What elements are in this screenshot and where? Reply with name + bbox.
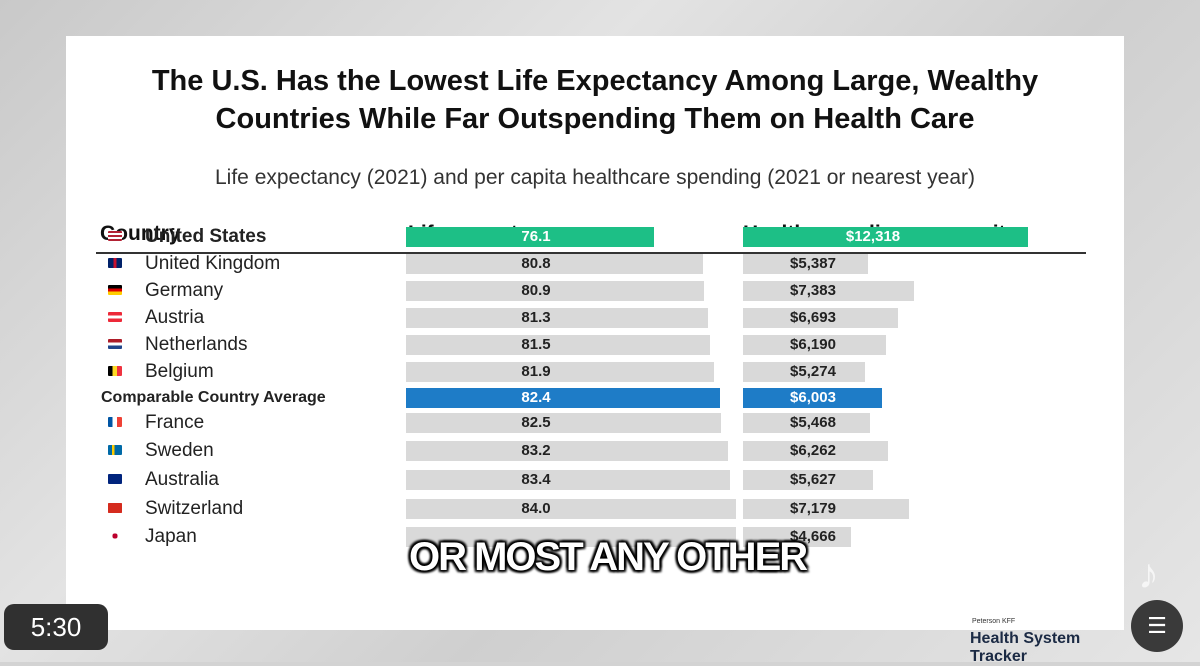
health-spending-label: $6,262 <box>790 442 836 459</box>
health-spending-label: $7,179 <box>790 500 836 517</box>
health-spending-label: $5,627 <box>790 471 836 488</box>
life-expectancy-label: 82.4 <box>521 389 551 406</box>
chart-row: Netherlands 81.5 $6,190 <box>66 333 1124 357</box>
health-spending-bar <box>743 499 910 519</box>
life-expectancy-label: 83.2 <box>521 442 551 459</box>
chart-row: France 82.5 $5,468 <box>66 411 1124 435</box>
country-label: Germany <box>145 280 224 301</box>
life-expectancy-label: 80.9 <box>521 282 551 299</box>
life-expectancy-bar <box>406 227 655 247</box>
life-expectancy-bar <box>406 362 715 382</box>
chart-row: Sweden 83.2 $6,262 <box>66 439 1124 463</box>
header-divider <box>96 252 1086 254</box>
health-spending-bar <box>743 441 888 461</box>
chart-row: Japan $4,666 <box>66 525 1124 549</box>
health-spending-bar <box>743 470 874 490</box>
life-expectancy-label: 80.8 <box>521 255 551 272</box>
flag-icon <box>108 417 122 427</box>
health-spending-label: $6,693 <box>790 309 836 326</box>
life-expectancy-label: 82.5 <box>521 414 551 431</box>
video-timestamp: 5:30 <box>4 604 108 650</box>
chart-title-line-2: Countries While Far Outspending Them on … <box>215 103 975 135</box>
chart-row: Austria 81.3 $6,693 <box>66 306 1124 330</box>
flag-icon <box>108 503 122 513</box>
country-label: Australia <box>145 469 219 490</box>
flag-icon <box>108 445 122 455</box>
chart-title-line-1: The U.S. Has the Lowest Life Expectancy … <box>151 65 1039 97</box>
source-brand: Health System Tracker <box>970 630 1081 665</box>
life-expectancy-bar <box>406 413 721 433</box>
chart-row: Australia 83.4 $5,627 <box>66 468 1124 492</box>
flag-icon <box>108 531 122 541</box>
health-spending-bar <box>743 527 851 547</box>
health-spending-label: $4,666 <box>790 528 836 545</box>
source-brand-small: Peterson KFF <box>972 618 1016 625</box>
flag-icon <box>108 285 122 295</box>
health-spending-bar <box>743 335 887 355</box>
health-spending-bar <box>743 362 866 382</box>
life-expectancy-label: 81.3 <box>521 309 551 326</box>
health-spending-label: $6,190 <box>790 336 836 353</box>
life-expectancy-bar <box>406 499 736 519</box>
life-expectancy-label: 83.4 <box>521 471 551 488</box>
country-label: Austria <box>145 307 205 328</box>
flag-icon <box>108 258 122 268</box>
health-spending-label: $5,274 <box>790 363 836 380</box>
country-label: Japan <box>145 526 197 547</box>
chart-row: Comparable Country Average 82.4 $6,003 <box>66 386 1124 410</box>
chart-row: Switzerland 84.0 $7,179 <box>66 497 1124 521</box>
health-spending-bar <box>743 254 868 274</box>
health-spending-bar <box>743 413 870 433</box>
life-expectancy-bar <box>406 308 709 328</box>
country-label: United Kingdom <box>145 253 281 274</box>
health-spending-label: $5,387 <box>790 255 836 272</box>
health-spending-bar <box>743 227 1028 247</box>
country-label: France <box>145 412 205 433</box>
life-expectancy-label: 76.1 <box>521 228 551 245</box>
country-label: Switzerland <box>145 498 244 519</box>
chart-row: United States 76.1 $12,318 <box>66 225 1124 249</box>
life-expectancy-label: 81.5 <box>521 336 551 353</box>
chart-row: Belgium 81.9 $5,274 <box>66 360 1124 384</box>
chart-title: The U.S. Has the Lowest Life Expectancy … <box>66 62 1124 138</box>
health-spending-bar <box>743 388 882 408</box>
country-label: Belgium <box>145 361 214 382</box>
chart-subtitle: Life expectancy (2021) and per capita he… <box>215 166 975 189</box>
life-expectancy-bar <box>406 470 730 490</box>
flag-icon <box>108 312 122 322</box>
chart-row: United Kingdom 80.8 $5,387 <box>66 252 1124 276</box>
life-expectancy-bar <box>406 335 711 355</box>
flag-icon <box>108 366 122 376</box>
country-label: Netherlands <box>145 334 248 355</box>
chart-card: The U.S. Has the Lowest Life Expectancy … <box>66 36 1124 665</box>
life-expectancy-bar <box>406 254 703 274</box>
flag-icon <box>108 474 122 484</box>
video-caption: OR MOST ANY OTHER <box>409 535 808 579</box>
country-label: Sweden <box>145 440 214 461</box>
tiktok-logo-icon: ♪ <box>1138 550 1159 597</box>
life-expectancy-bar <box>406 527 736 547</box>
health-spending-bar <box>743 308 898 328</box>
life-expectancy-bar <box>406 281 704 301</box>
life-expectancy-bar <box>406 441 728 461</box>
menu-lines-icon[interactable]: ☰ <box>1131 600 1183 652</box>
country-label: United States <box>145 226 267 247</box>
country-label: Comparable Country Average <box>101 389 326 406</box>
health-spending-label: $5,468 <box>790 414 836 431</box>
health-spending-label: $6,003 <box>790 389 836 406</box>
health-spending-label: $7,383 <box>790 282 836 299</box>
health-spending-bar <box>743 281 914 301</box>
life-expectancy-bar <box>406 388 720 408</box>
chart-row: Germany 80.9 $7,383 <box>66 279 1124 303</box>
life-expectancy-label: 84.0 <box>521 500 551 517</box>
health-spending-label: $12,318 <box>845 228 901 245</box>
flag-icon <box>108 231 122 241</box>
flag-icon <box>108 339 122 349</box>
life-expectancy-label: 81.9 <box>521 363 551 380</box>
